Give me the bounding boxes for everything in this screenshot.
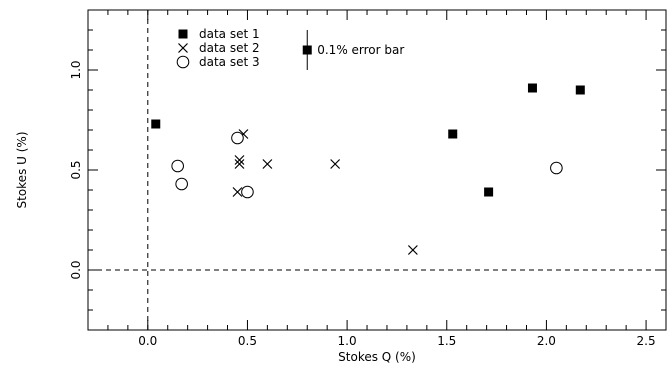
cross-stroke (178, 43, 188, 53)
data-point-set-2 (232, 187, 243, 197)
cross-stroke (234, 159, 245, 169)
data-points (151, 83, 585, 255)
data-point-set-2 (262, 159, 273, 169)
cross-stroke (234, 155, 245, 165)
legend-label-data-set-1: data set 1 (199, 27, 260, 41)
legend-marker-data-set-2 (178, 43, 188, 53)
x-tick-label: 1.0 (338, 334, 357, 348)
x-tick-label: 2.5 (637, 334, 656, 348)
x-tick-label: 0.0 (138, 334, 157, 348)
cross-stroke (262, 159, 273, 169)
error-bar-marker (302, 45, 312, 55)
data-point-set-3 (171, 159, 184, 173)
data-point-set-3 (231, 131, 244, 145)
plot-frame (87, 9, 667, 331)
y-tick-label: 0.5 (69, 160, 83, 179)
data-point-set-3 (550, 161, 563, 175)
error-bar-label: 0.1% error bar (317, 43, 404, 57)
data-point-set-1 (527, 83, 537, 93)
data-point-set-1 (484, 187, 494, 197)
legend: data set 1 data set 2 data set 3 (176, 27, 260, 69)
data-point-set-3 (175, 177, 188, 191)
x-tick-label: 2.0 (537, 334, 556, 348)
x-tick-label: 1.5 (437, 334, 456, 348)
y-axis-title: Stokes U (%) (15, 132, 29, 209)
reference-lines (88, 10, 666, 330)
y-tick-label: 0.0 (69, 260, 83, 279)
data-point-set-3 (241, 185, 254, 199)
cross-stroke (330, 159, 341, 169)
data-point-set-1 (575, 85, 585, 95)
cross-stroke (232, 187, 243, 197)
error-bar-annotation: 0.1% error bar (302, 30, 404, 70)
data-point-set-2 (407, 245, 418, 255)
legend-marker-data-set-3 (176, 55, 190, 69)
data-point-set-2 (234, 155, 245, 165)
data-point-set-2 (234, 159, 245, 169)
legend-label-data-set-2: data set 2 (199, 41, 260, 55)
data-point-set-1 (448, 129, 458, 139)
y-tick-label: 1.0 (69, 60, 83, 79)
cross-stroke (407, 245, 418, 255)
tick-labels: 0.0 0.5 1.0 1.5 2.0 2.5 0.0 0.5 1.0 (69, 60, 656, 348)
x-tick-label: 0.5 (238, 334, 257, 348)
legend-marker-data-set-1 (178, 29, 188, 39)
data-point-set-2 (330, 159, 341, 169)
data-point-set-1 (151, 119, 161, 129)
x-axis-title: Stokes Q (%) (338, 350, 416, 364)
legend-label-data-set-3: data set 3 (199, 55, 260, 69)
